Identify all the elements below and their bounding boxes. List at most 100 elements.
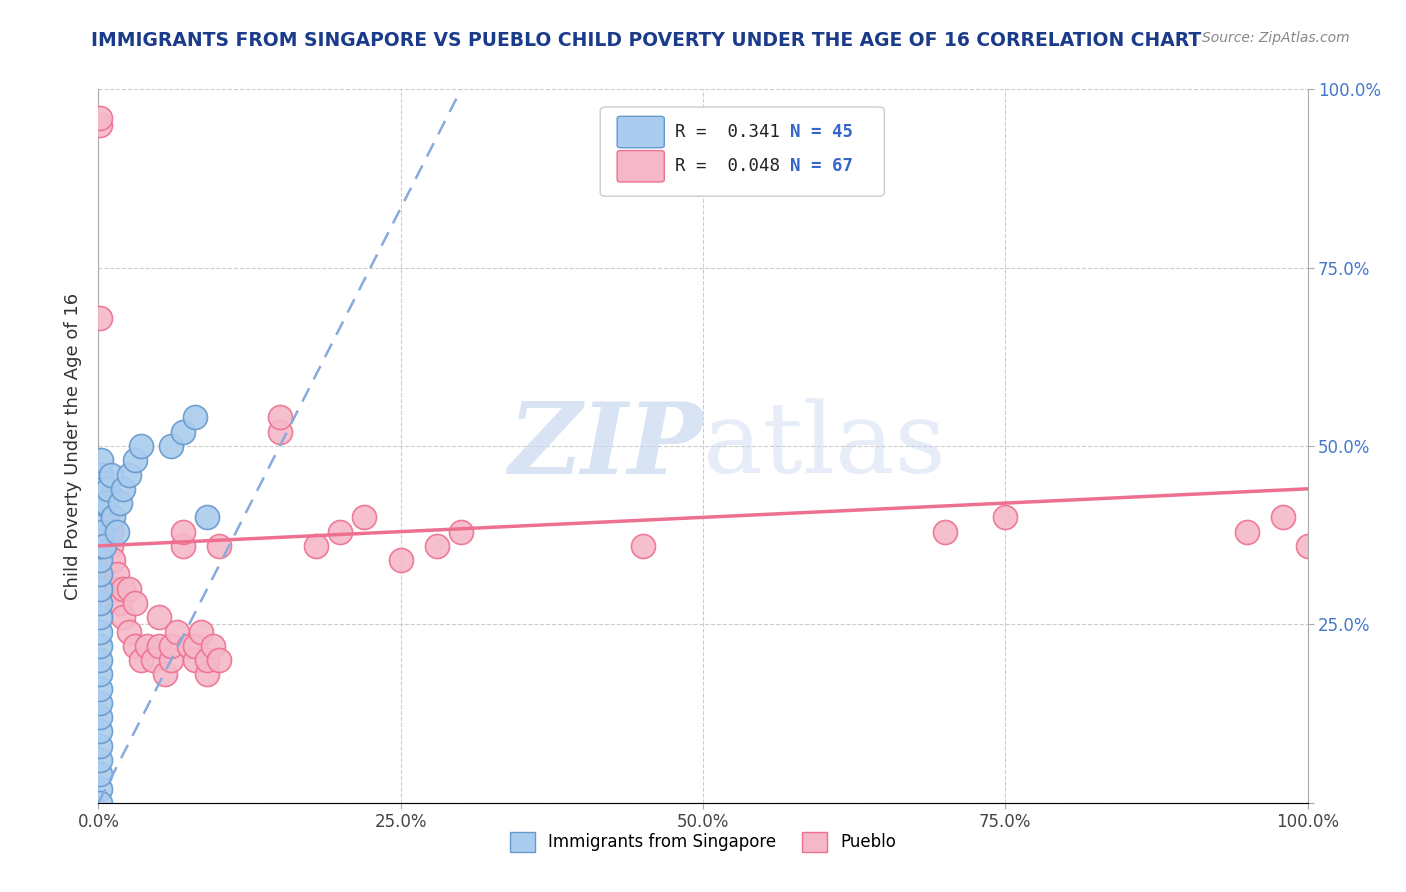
Point xyxy=(108,496,131,510)
Point xyxy=(89,553,111,567)
Point xyxy=(89,796,111,810)
Point xyxy=(179,639,201,653)
Point xyxy=(172,539,194,553)
Text: IMMIGRANTS FROM SINGAPORE VS PUEBLO CHILD POVERTY UNDER THE AGE OF 16 CORRELATIO: IMMIGRANTS FROM SINGAPORE VS PUEBLO CHIL… xyxy=(91,31,1202,50)
Point xyxy=(89,681,111,696)
Point xyxy=(111,610,134,624)
Text: R =  0.341: R = 0.341 xyxy=(675,123,780,141)
Point xyxy=(89,118,111,132)
Text: R =  0.048: R = 0.048 xyxy=(675,157,780,175)
Point xyxy=(108,596,131,610)
Point xyxy=(89,567,111,582)
Point xyxy=(89,496,111,510)
Point xyxy=(184,410,207,425)
Point xyxy=(91,482,114,496)
Text: ZIP: ZIP xyxy=(508,398,703,494)
Point xyxy=(89,482,111,496)
Point xyxy=(89,510,111,524)
Point xyxy=(269,425,291,439)
Point xyxy=(389,553,412,567)
Text: N = 45: N = 45 xyxy=(790,123,853,141)
Point xyxy=(89,596,111,610)
Text: atlas: atlas xyxy=(703,398,946,494)
Point xyxy=(160,639,183,653)
Point xyxy=(994,510,1017,524)
Point xyxy=(89,667,111,681)
Point xyxy=(90,510,112,524)
Point xyxy=(1296,539,1319,553)
Legend: Immigrants from Singapore, Pueblo: Immigrants from Singapore, Pueblo xyxy=(503,825,903,859)
Point xyxy=(89,596,111,610)
Point xyxy=(90,453,112,467)
FancyBboxPatch shape xyxy=(617,116,664,148)
Point xyxy=(184,653,207,667)
Point xyxy=(105,524,128,539)
Point xyxy=(631,539,654,553)
Point xyxy=(118,467,141,482)
FancyBboxPatch shape xyxy=(600,107,884,196)
Point xyxy=(91,510,114,524)
Point xyxy=(118,624,141,639)
Point xyxy=(89,111,111,125)
Point xyxy=(91,524,114,539)
Point xyxy=(148,610,170,624)
Point xyxy=(91,496,114,510)
FancyBboxPatch shape xyxy=(617,151,664,182)
Point xyxy=(90,524,112,539)
Point xyxy=(426,539,449,553)
Point xyxy=(89,524,111,539)
Point xyxy=(89,724,111,739)
Point xyxy=(90,482,112,496)
Point xyxy=(90,539,112,553)
Point xyxy=(89,696,111,710)
Point xyxy=(118,582,141,596)
Point xyxy=(89,639,111,653)
Point xyxy=(101,510,124,524)
Point xyxy=(124,453,146,467)
Point xyxy=(111,582,134,596)
Point xyxy=(89,496,111,510)
Point xyxy=(135,639,157,653)
Point xyxy=(172,524,194,539)
Point xyxy=(89,781,111,796)
Point xyxy=(97,482,120,496)
Point xyxy=(934,524,956,539)
Point xyxy=(89,653,111,667)
Point xyxy=(90,467,112,482)
Point xyxy=(89,553,111,567)
Point xyxy=(93,510,115,524)
Point xyxy=(89,482,111,496)
Point xyxy=(124,639,146,653)
Point xyxy=(89,624,111,639)
Point xyxy=(166,624,188,639)
Point xyxy=(129,653,152,667)
Point xyxy=(89,582,111,596)
Point xyxy=(142,653,165,667)
Point xyxy=(124,596,146,610)
Point xyxy=(105,582,128,596)
Point xyxy=(208,539,231,553)
Point xyxy=(269,410,291,425)
Text: Source: ZipAtlas.com: Source: ZipAtlas.com xyxy=(1202,31,1350,45)
Point xyxy=(89,582,111,596)
Point xyxy=(1272,510,1295,524)
Point xyxy=(89,610,111,624)
Point xyxy=(305,539,328,553)
Point xyxy=(89,567,111,582)
Point xyxy=(89,524,111,539)
Point xyxy=(94,496,117,510)
Point xyxy=(89,310,111,325)
Point xyxy=(100,539,122,553)
Point xyxy=(353,510,375,524)
Point xyxy=(195,653,218,667)
Y-axis label: Child Poverty Under the Age of 16: Child Poverty Under the Age of 16 xyxy=(65,293,83,599)
Point xyxy=(89,767,111,781)
Point xyxy=(129,439,152,453)
Point xyxy=(100,467,122,482)
Point xyxy=(89,753,111,767)
Point xyxy=(329,524,352,539)
Point xyxy=(160,439,183,453)
Point xyxy=(93,539,115,553)
Point xyxy=(101,553,124,567)
Point xyxy=(96,510,118,524)
